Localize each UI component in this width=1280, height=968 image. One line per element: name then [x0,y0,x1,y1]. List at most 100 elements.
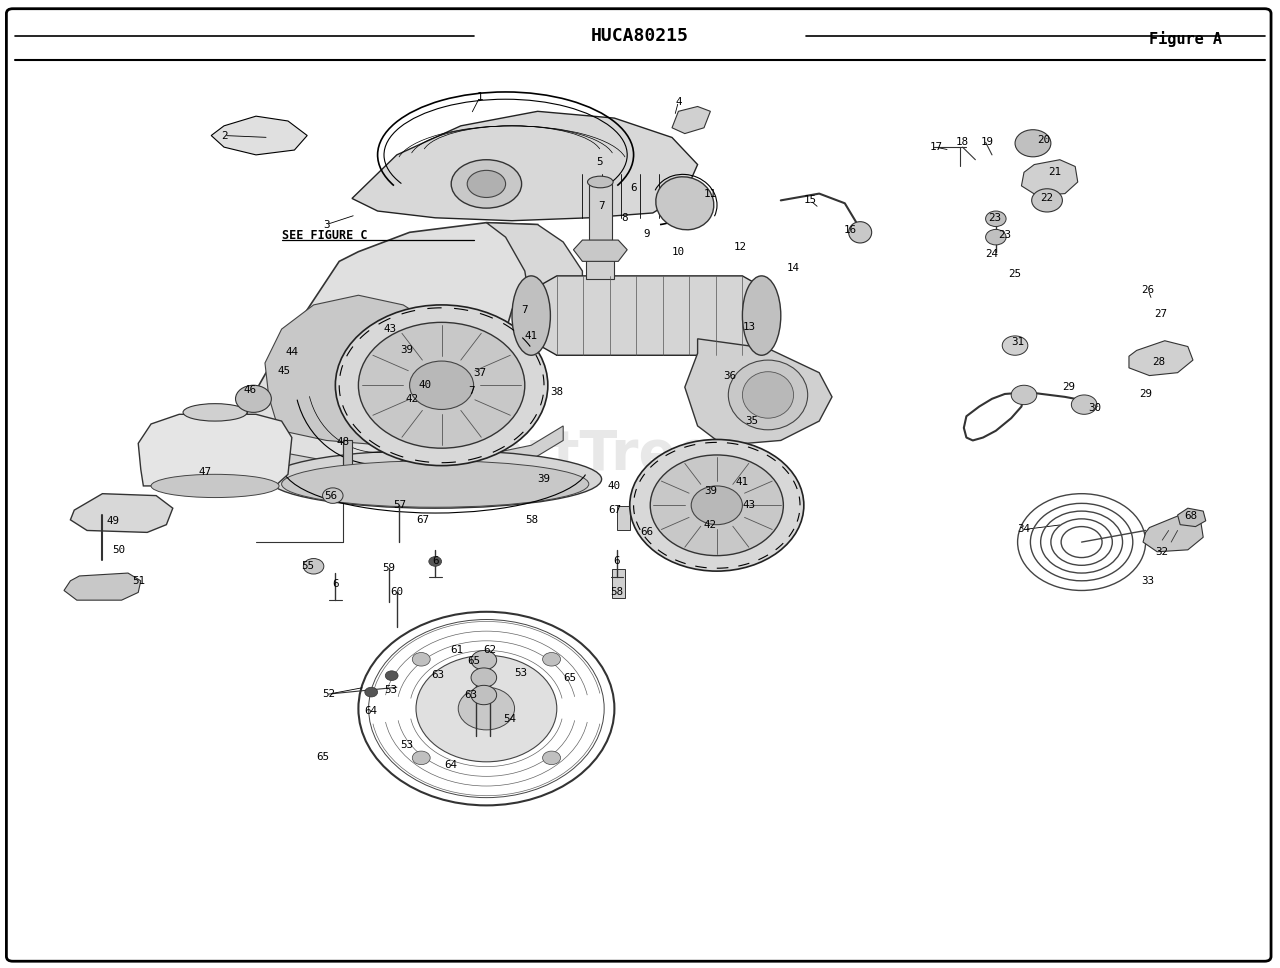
Circle shape [471,668,497,687]
Circle shape [358,322,525,448]
Polygon shape [70,494,173,532]
Text: 47: 47 [198,468,211,477]
Text: 40: 40 [608,481,621,491]
Text: 46: 46 [243,385,256,395]
Text: HUCA80215: HUCA80215 [591,27,689,45]
Circle shape [1011,385,1037,405]
Text: 38: 38 [550,387,563,397]
Polygon shape [352,111,698,221]
Text: 29: 29 [1139,389,1152,399]
Text: 12: 12 [733,242,746,252]
Polygon shape [243,223,538,474]
Polygon shape [1143,515,1203,552]
Text: 8: 8 [621,213,628,223]
Polygon shape [343,440,352,484]
Text: 39: 39 [538,474,550,484]
Bar [589,184,612,261]
Text: 26: 26 [1142,286,1155,295]
Text: 67: 67 [416,515,429,525]
Circle shape [412,751,430,765]
Ellipse shape [742,372,794,418]
Polygon shape [1178,508,1206,527]
Text: 2: 2 [220,131,228,140]
Text: 54: 54 [503,714,516,724]
Text: 28: 28 [1152,357,1165,367]
Polygon shape [138,414,292,486]
Circle shape [458,687,515,730]
Circle shape [365,687,378,697]
Text: 9: 9 [643,229,650,239]
Ellipse shape [452,160,522,208]
Ellipse shape [467,170,506,197]
Text: 67: 67 [608,505,621,515]
Text: 61: 61 [451,646,463,655]
Polygon shape [531,276,768,355]
Text: 13: 13 [742,322,755,332]
Polygon shape [265,295,474,445]
Text: 34: 34 [1018,525,1030,534]
Bar [617,506,630,530]
Text: 52: 52 [323,689,335,699]
Text: ™: ™ [726,436,746,455]
Text: 37: 37 [474,368,486,378]
Polygon shape [243,426,563,484]
Text: 39: 39 [704,486,717,496]
Ellipse shape [655,177,714,229]
Text: 21: 21 [1048,167,1061,177]
Circle shape [1002,336,1028,355]
Circle shape [416,655,557,762]
Text: PartTree: PartTree [451,428,714,482]
Circle shape [1032,189,1062,212]
Circle shape [691,486,742,525]
Text: 6: 6 [431,557,439,566]
Circle shape [335,305,548,466]
Circle shape [471,650,497,670]
Text: 44: 44 [285,348,298,357]
Text: 64: 64 [444,760,457,770]
Text: 58: 58 [611,588,623,597]
Text: 11: 11 [704,189,717,198]
Text: 53: 53 [515,668,527,678]
Text: 7: 7 [598,201,605,211]
Polygon shape [64,573,141,600]
Text: 53: 53 [384,685,397,695]
Text: 4: 4 [675,97,682,106]
Text: 29: 29 [1062,382,1075,392]
Text: 65: 65 [563,673,576,682]
Text: 57: 57 [393,500,406,510]
Text: 41: 41 [736,477,749,487]
Text: 20: 20 [1037,136,1050,145]
Circle shape [986,211,1006,227]
Polygon shape [685,339,832,445]
Text: 48: 48 [337,438,349,447]
Text: 30: 30 [1088,404,1101,413]
Text: 33: 33 [1142,576,1155,586]
Ellipse shape [742,276,781,355]
Circle shape [412,652,430,666]
Text: 49: 49 [106,516,119,526]
Ellipse shape [282,461,589,507]
Polygon shape [211,116,307,155]
Text: 42: 42 [704,520,717,529]
Ellipse shape [588,176,613,188]
Polygon shape [573,240,627,261]
Text: Figure A: Figure A [1149,31,1222,46]
Text: 3: 3 [323,220,330,229]
Text: 7: 7 [521,305,529,315]
Text: 6: 6 [630,183,637,193]
Text: 23: 23 [998,230,1011,240]
Ellipse shape [151,474,279,498]
Text: 32: 32 [1156,547,1169,557]
Text: 55: 55 [301,561,314,571]
Ellipse shape [269,450,602,508]
Text: 18: 18 [956,137,969,147]
Text: 22: 22 [1041,194,1053,203]
Text: 58: 58 [525,515,538,525]
Text: 63: 63 [431,670,444,680]
Text: 6: 6 [613,557,621,566]
Text: 24: 24 [986,249,998,258]
Text: 35: 35 [745,416,758,426]
Text: 5: 5 [595,157,603,166]
Text: 65: 65 [467,656,480,666]
Ellipse shape [849,222,872,243]
